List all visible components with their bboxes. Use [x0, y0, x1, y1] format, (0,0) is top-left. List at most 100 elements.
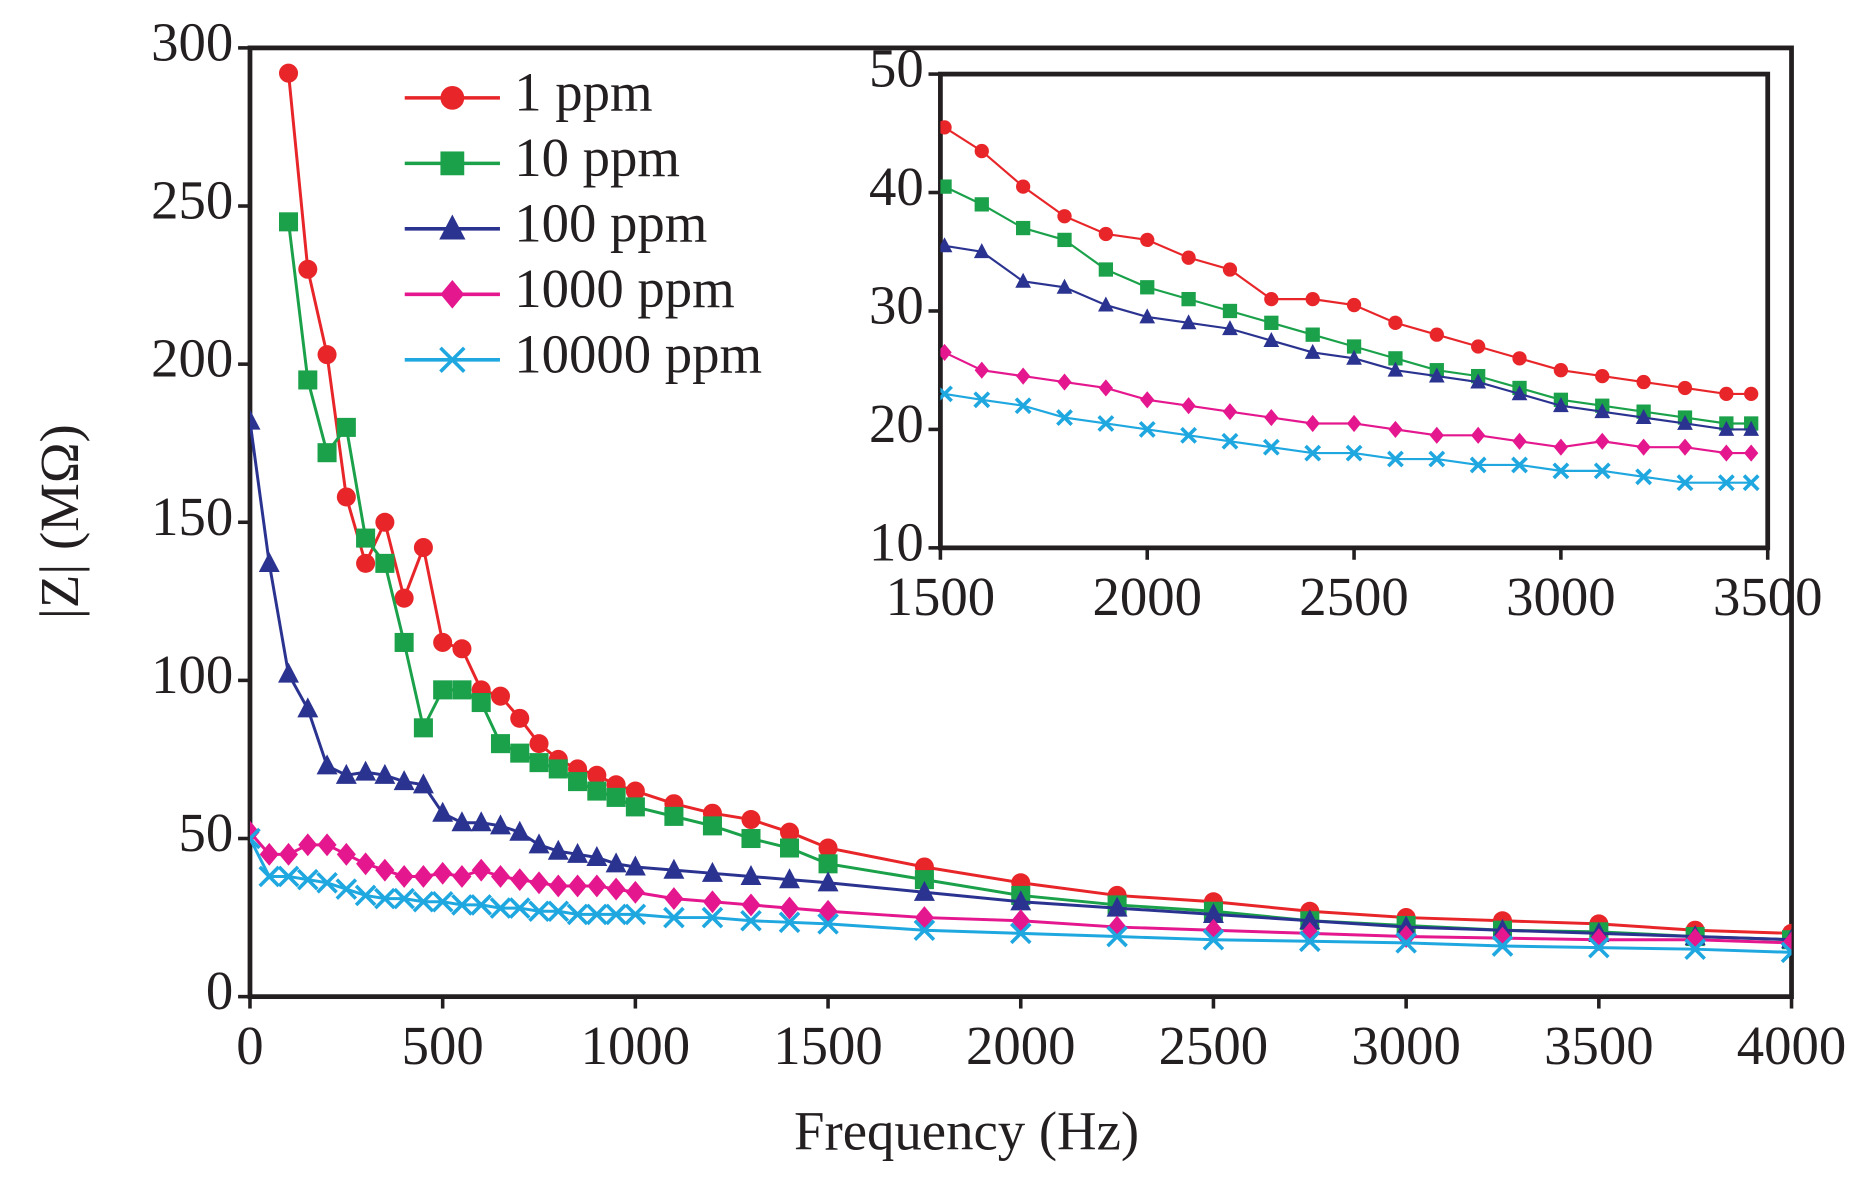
marker: [1181, 250, 1196, 265]
marker: [259, 842, 279, 866]
marker: [471, 858, 491, 882]
marker: [1677, 380, 1693, 396]
marker: [1471, 339, 1486, 354]
marker: [1588, 936, 1610, 959]
marker: [1299, 930, 1321, 953]
marker: [529, 753, 549, 773]
marker: [393, 770, 415, 791]
marker: [356, 852, 376, 876]
marker: [278, 662, 299, 683]
x-axis-title: Frequency (Hz): [794, 1101, 1139, 1162]
y-tick-label: 150: [151, 486, 233, 547]
marker: [1512, 351, 1527, 366]
marker: [779, 868, 800, 889]
marker: [817, 913, 839, 935]
marker: [1346, 414, 1362, 433]
marker: [913, 919, 936, 942]
marker: [547, 900, 570, 923]
marker: [973, 243, 990, 259]
plot-area: [249, 63, 1792, 964]
marker: [1180, 426, 1198, 444]
marker: [1471, 426, 1486, 444]
marker: [1780, 941, 1792, 964]
marker: [317, 345, 337, 365]
marker: [1057, 373, 1072, 391]
marker: [606, 877, 626, 901]
marker: [1388, 420, 1403, 438]
marker: [317, 443, 337, 463]
marker: [1512, 432, 1527, 450]
marker: [509, 820, 531, 841]
marker: [940, 343, 952, 361]
y-tick-label: 50: [869, 38, 924, 99]
x-tick-label: 3500: [1713, 566, 1823, 627]
x-tick-label: 3000: [1351, 1015, 1461, 1076]
x-tick-label: 2500: [1159, 1015, 1269, 1076]
y-axis-title: |Z| (MΩ): [29, 424, 90, 619]
marker: [548, 759, 568, 779]
marker: [490, 734, 511, 754]
legend-label: 10 ppm: [514, 127, 680, 188]
marker: [277, 865, 300, 888]
legend-label: 1 ppm: [514, 61, 652, 122]
marker: [439, 214, 466, 240]
marker: [258, 551, 280, 572]
marker: [1595, 368, 1610, 384]
marker: [1139, 308, 1156, 324]
marker: [354, 884, 377, 907]
marker: [1264, 315, 1279, 330]
marker: [1305, 327, 1320, 342]
marker: [913, 880, 935, 901]
marker: [1262, 438, 1280, 456]
marker: [432, 801, 454, 822]
marker: [1098, 226, 1114, 242]
marker: [249, 827, 261, 850]
marker: [1346, 297, 1362, 313]
marker: [375, 858, 395, 882]
marker: [490, 686, 511, 706]
marker: [1388, 315, 1403, 330]
marker: [586, 903, 608, 926]
marker: [1015, 367, 1031, 385]
marker: [374, 887, 396, 910]
marker: [1304, 343, 1321, 359]
marker: [1387, 450, 1404, 468]
marker: [624, 855, 646, 876]
marker: [1056, 278, 1073, 294]
marker: [413, 538, 433, 558]
marker: [817, 871, 839, 892]
marker: [1635, 468, 1653, 486]
marker: [316, 872, 338, 894]
marker: [1106, 896, 1128, 917]
marker: [1299, 909, 1321, 930]
marker: [529, 734, 549, 754]
y-tick-label: 40: [869, 156, 924, 217]
marker: [1056, 409, 1073, 426]
marker: [470, 811, 492, 832]
marker: [317, 833, 337, 857]
marker: [510, 743, 530, 763]
marker: [1491, 935, 1514, 957]
marker: [1429, 327, 1444, 342]
marker: [567, 842, 589, 863]
marker: [701, 906, 724, 929]
marker: [663, 858, 685, 879]
marker: [1346, 339, 1362, 354]
marker: [278, 212, 299, 232]
marker: [471, 693, 491, 713]
marker: [508, 897, 531, 919]
marker: [374, 763, 396, 784]
marker: [1492, 926, 1513, 950]
marker: [940, 120, 952, 135]
marker: [741, 893, 761, 917]
y-tick-label: 300: [151, 11, 233, 72]
marker: [1428, 450, 1446, 468]
marker: [356, 528, 376, 548]
marker: [1098, 379, 1114, 397]
marker: [298, 370, 318, 390]
marker: [548, 874, 568, 898]
marker: [394, 632, 414, 652]
marker: [1305, 414, 1320, 433]
marker: [335, 878, 358, 900]
